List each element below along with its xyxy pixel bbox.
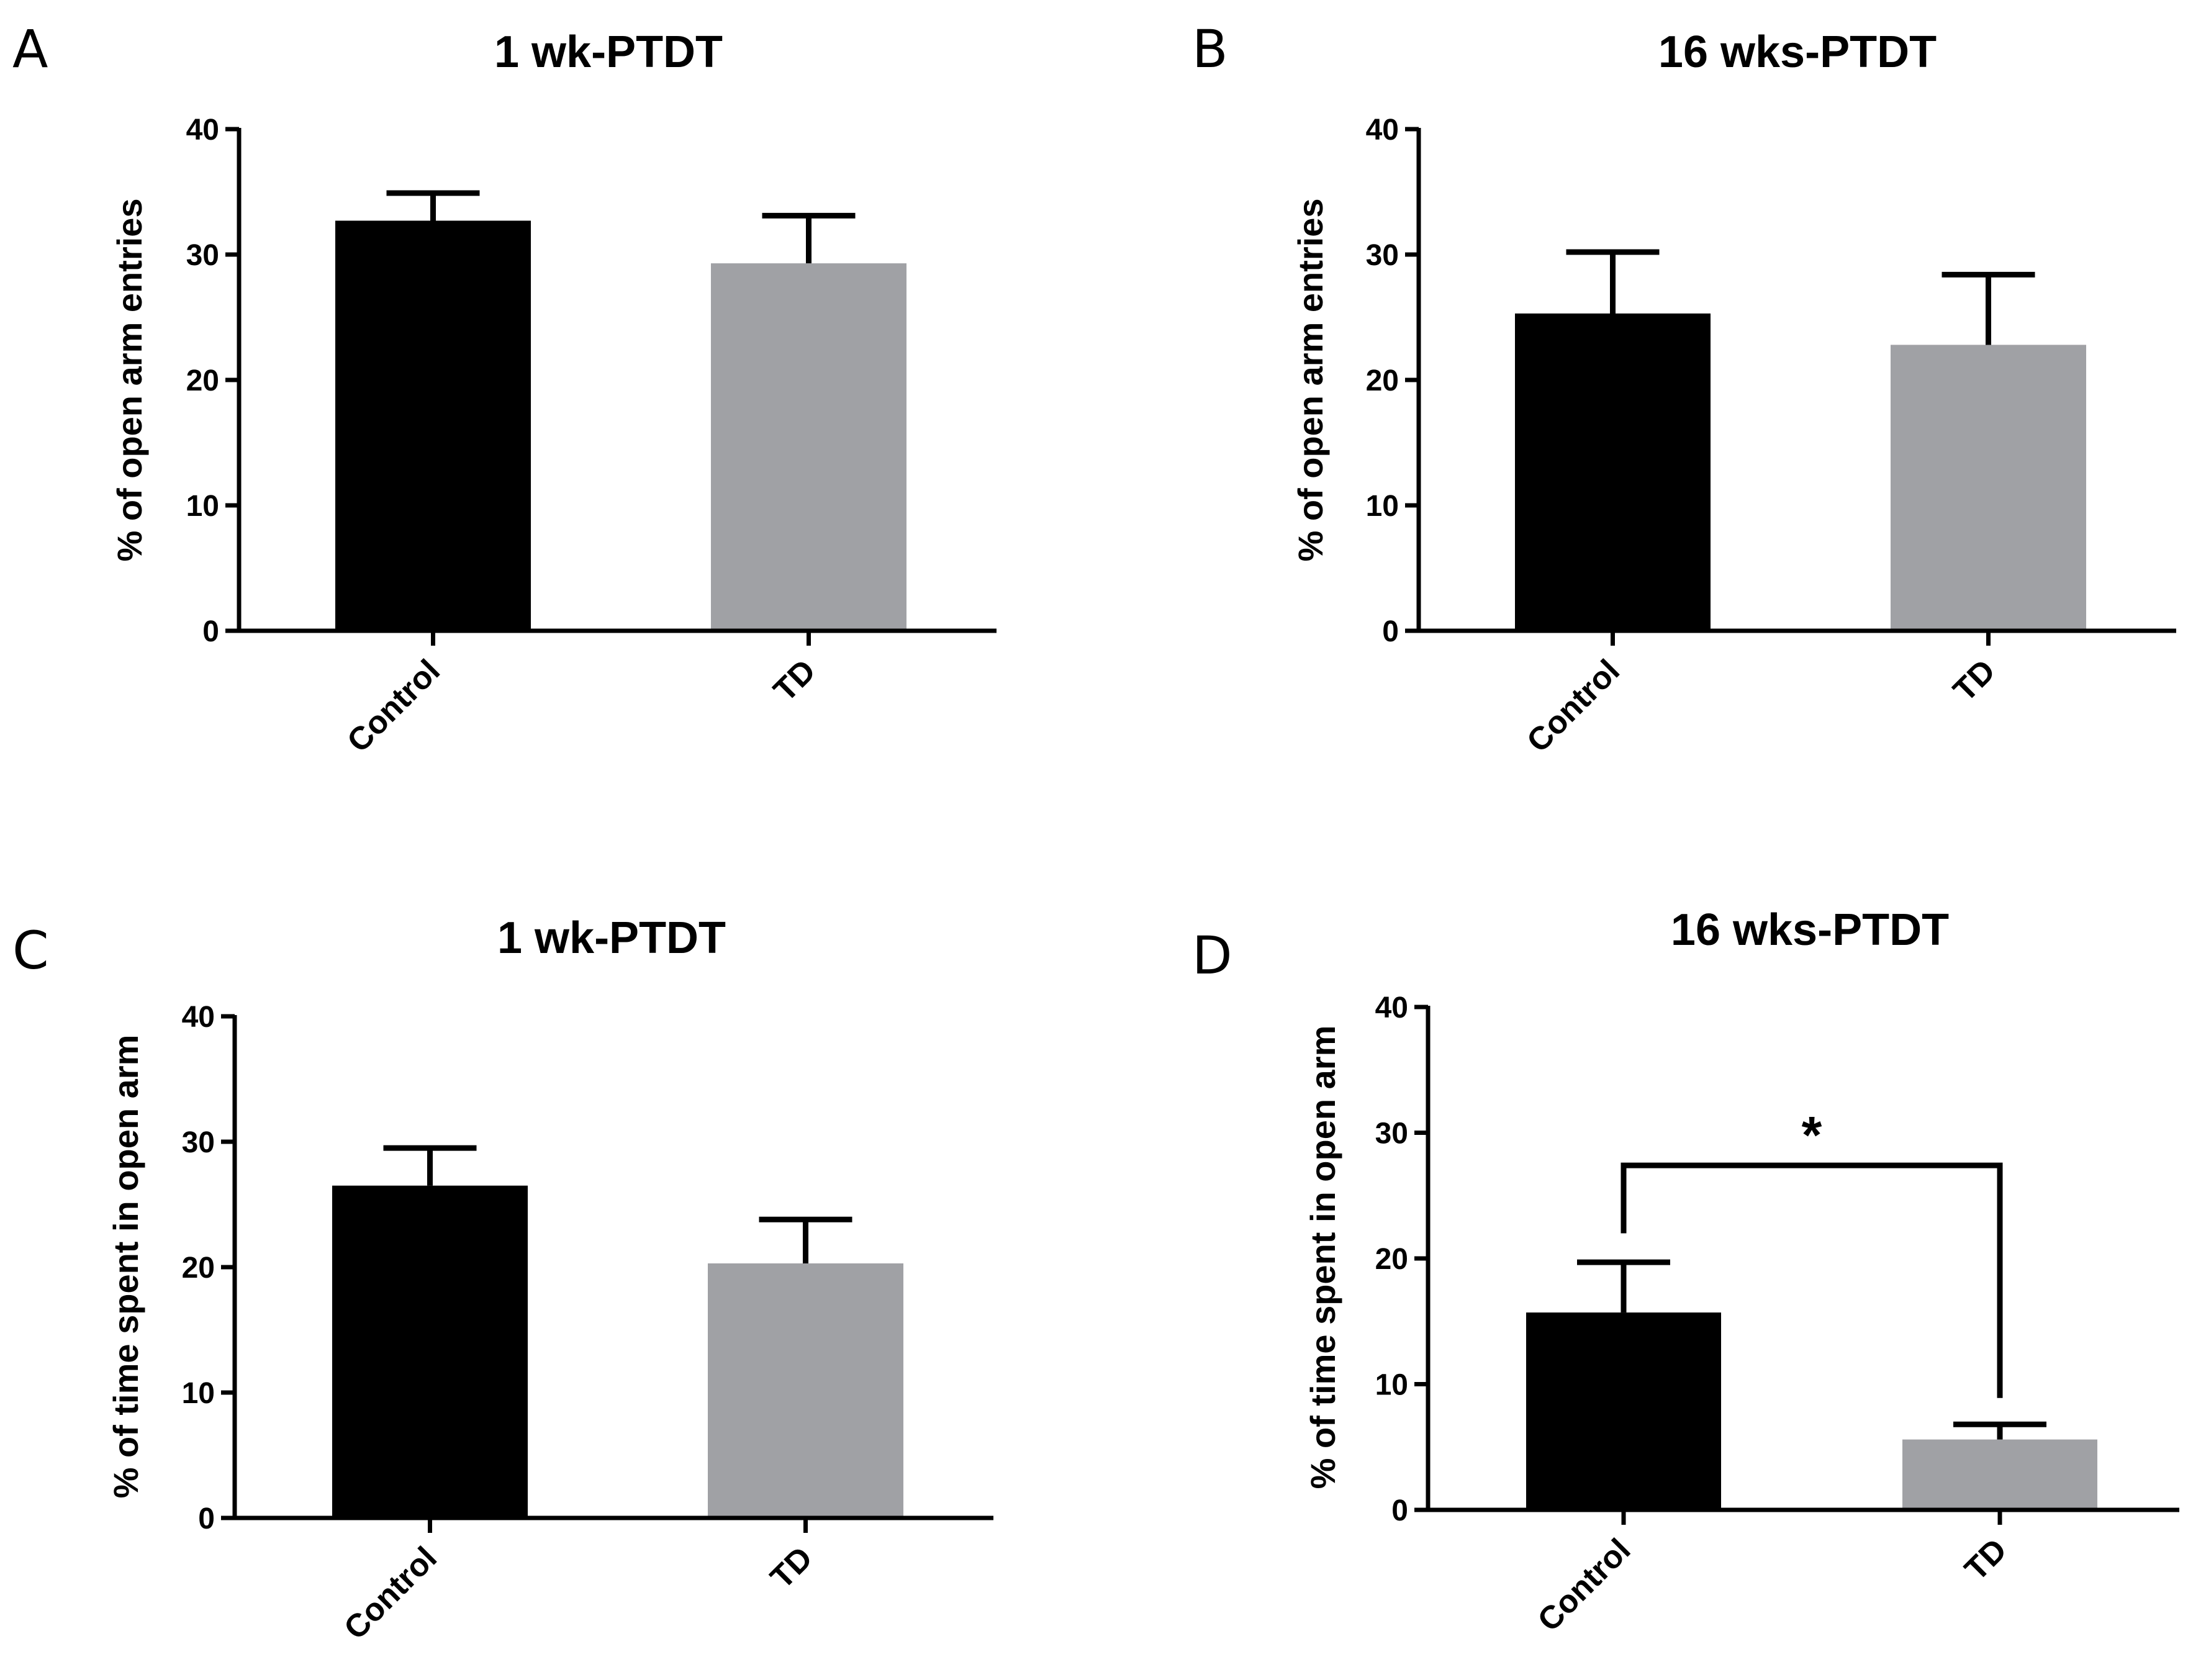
y-tick-label: 20 [1366,364,1399,397]
y-tick-label: 30 [1375,1118,1408,1150]
y-tick-label: 30 [182,1126,215,1159]
bar-td [708,1263,903,1518]
x-tick-label: Control [337,1540,444,1646]
y-tick-label: 40 [182,1001,215,1034]
x-tick-label: Control [1520,653,1627,759]
chart-title: 1 wk-PTDT [494,27,723,77]
y-tick-label: 0 [202,615,219,648]
y-tick-label: 30 [186,239,219,272]
y-tick-label: 20 [1375,1243,1408,1276]
panel-letter: D [1192,925,1232,986]
y-tick-label: 20 [182,1252,215,1285]
chart-title: 1 wk-PTDT [497,913,726,963]
bar-td [1902,1439,2097,1510]
y-tick-label: 0 [1382,615,1399,648]
bar-td [711,263,906,631]
y-axis-label: % of time spent in open arm [106,1035,145,1499]
y-tick-label: 0 [198,1502,215,1535]
y-tick-label: 40 [1366,114,1399,147]
y-tick-label: 0 [1391,1494,1408,1527]
chart-panel-d: D 16 wks-PTDT 0 10 20 30 40 Control TD % of time … [1192,905,2179,1638]
bar-control [1526,1312,1721,1510]
x-tick-label: TD [764,1540,820,1596]
chart-panel-c: C 1 wk-PTDT 0 10 20 30 40 Control TD % of time sp… [12,913,993,1646]
y-axis-label: % of open arm entries [1291,198,1330,561]
bar-control [1515,313,1711,631]
y-tick-label: 10 [1366,490,1399,523]
x-tick-label: Control [1531,1532,1638,1638]
panel-letter: C [12,920,49,981]
y-tick-label: 10 [1375,1369,1408,1402]
chart-panel-b: B 16 wks-PTDT 0 10 20 30 40 Control TD % of open … [1192,19,2176,759]
bar-control [335,220,531,631]
bar-td [1891,345,2086,631]
x-tick-label: TD [767,653,823,708]
x-tick-label: TD [1946,653,2002,708]
y-axis-label: % of open arm entries [110,198,149,561]
chart-title: 16 wks-PTDT [1671,905,1949,955]
y-tick-label: 20 [186,364,219,397]
significance-label: * [1802,1106,1822,1164]
panel-letter: A [12,19,48,79]
y-axis-label: % of time spent in open arm [1303,1026,1342,1489]
panel-letter: B [1192,19,1228,79]
x-tick-label: TD [1958,1532,2014,1587]
y-tick-label: 30 [1366,239,1399,272]
y-tick-label: 10 [186,490,219,523]
x-tick-label: Control [340,653,447,759]
y-tick-label: 40 [186,114,219,147]
significance-bracket [1621,1162,2003,1398]
chart-panel-a: A 1 wk-PTDT 0 10 20 30 40 Control TD % of open ar… [12,19,997,759]
chart-title: 16 wks-PTDT [1658,27,1937,77]
bar-control [332,1185,528,1518]
y-tick-label: 40 [1375,991,1408,1024]
y-tick-label: 10 [182,1377,215,1410]
